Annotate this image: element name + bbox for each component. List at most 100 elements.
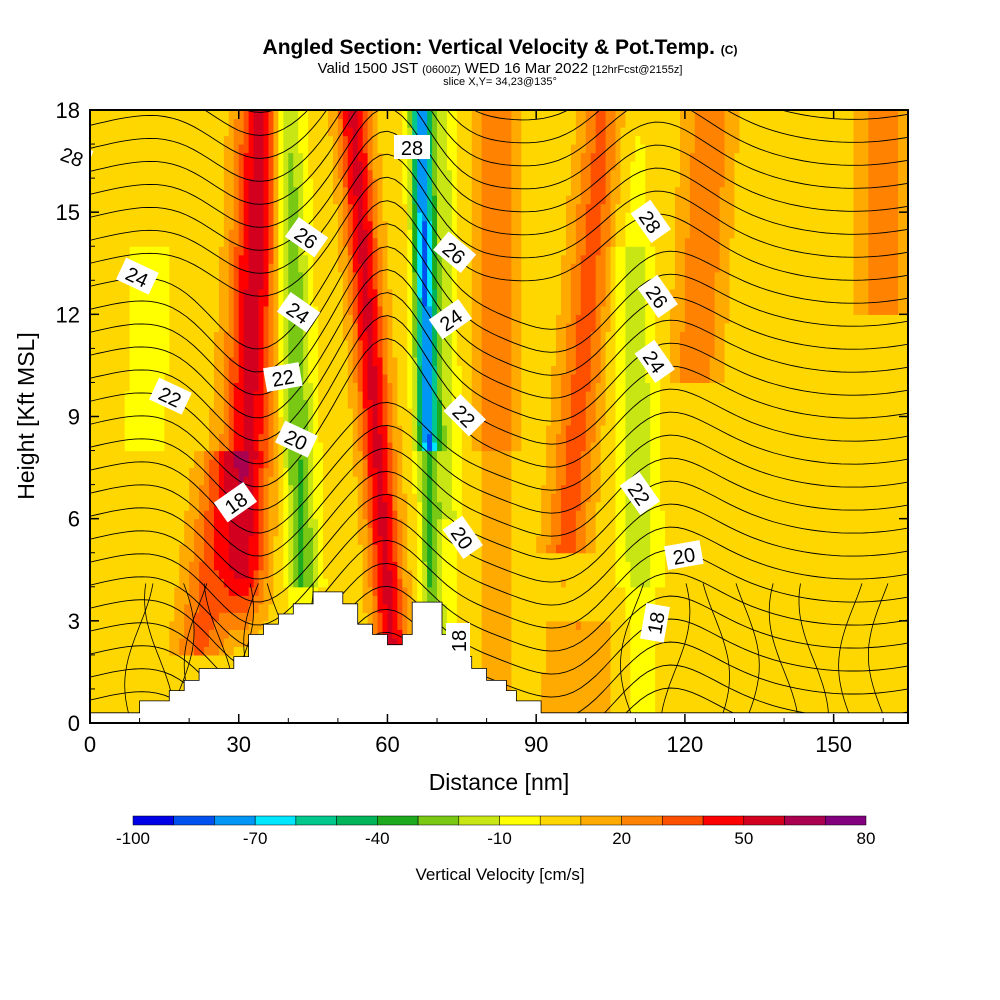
field-cell: [253, 373, 260, 384]
field-cell: [323, 476, 329, 486]
field-cell: [412, 407, 418, 418]
field-cell: [144, 544, 151, 554]
field-cell: [323, 510, 329, 520]
field-cell: [208, 356, 215, 367]
field-cell: [104, 237, 111, 247]
field-cell: [313, 127, 319, 137]
field-cell: [283, 246, 289, 256]
field-cell: [308, 569, 314, 579]
field-cell: [273, 544, 279, 554]
field-cell: [298, 118, 304, 128]
field-cell: [392, 416, 398, 426]
field-cell: [134, 450, 141, 460]
field-cell: [243, 186, 250, 196]
field-cell: [337, 535, 344, 545]
field-cell: [323, 220, 329, 230]
field-cell: [164, 535, 170, 545]
field-cell: [248, 603, 255, 613]
field-cell: [223, 416, 230, 426]
field-cell: [199, 637, 205, 647]
field-cell: [377, 484, 384, 494]
field-cell: [402, 322, 408, 332]
field-cell: [327, 527, 334, 537]
field-cell: [248, 144, 255, 154]
field-cell: [283, 212, 289, 222]
field-cell: [323, 212, 329, 222]
field-cell: [99, 314, 106, 324]
field-cell: [164, 518, 170, 528]
field-cell: [139, 544, 146, 554]
field-cell: [387, 561, 394, 571]
field-cell: [189, 356, 195, 367]
field-cell: [204, 425, 210, 435]
field-cell: [99, 680, 106, 690]
field-cell: [397, 518, 403, 528]
field-cell: [293, 127, 299, 137]
field-cell: [238, 271, 245, 281]
field-cell: [233, 110, 240, 120]
field-cell: [263, 518, 270, 528]
field-cell: [402, 399, 408, 409]
field-cell: [213, 569, 220, 579]
field-cell: [392, 288, 398, 298]
field-cell: [104, 654, 111, 664]
field-cell: [432, 561, 438, 571]
field-cell: [218, 654, 225, 664]
field-cell: [248, 305, 255, 315]
field-cell: [233, 467, 240, 477]
field-cell: [94, 161, 101, 171]
field-cell: [293, 527, 299, 537]
field-cell: [397, 459, 403, 469]
field-cell: [248, 544, 255, 554]
field-cell: [208, 305, 215, 315]
field-cell: [273, 416, 279, 426]
field-cell: [184, 595, 190, 605]
field-cell: [129, 169, 136, 179]
field-cell: [159, 314, 165, 324]
field-cell: [308, 544, 314, 554]
field-cell: [298, 467, 304, 477]
field-cell: [199, 203, 205, 213]
field-cell: [159, 169, 165, 179]
field-cell: [288, 127, 294, 137]
field-cell: [90, 552, 96, 562]
field-cell: [347, 186, 354, 196]
field-cell: [169, 220, 175, 230]
field-cell: [337, 407, 344, 418]
field-cell: [119, 510, 126, 520]
field-cell: [204, 637, 210, 647]
field-cell: [179, 612, 185, 622]
field-cell: [119, 348, 126, 358]
field-cell: [372, 425, 379, 435]
field-cell: [273, 152, 279, 162]
field-cell: [149, 382, 156, 392]
field-cell: [362, 152, 369, 162]
field-cell: [109, 373, 116, 384]
field-cell: [377, 195, 384, 205]
field-cell: [258, 229, 265, 239]
field-cell: [94, 399, 101, 409]
field-cell: [308, 561, 314, 571]
field-cell: [417, 390, 423, 401]
field-cell: [139, 212, 146, 222]
field-cell: [139, 467, 146, 477]
field-cell: [303, 459, 309, 469]
field-cell: [318, 127, 324, 137]
field-cell: [174, 442, 180, 452]
field-cell: [184, 407, 190, 418]
field-cell: [154, 407, 161, 418]
field-cell: [208, 135, 215, 145]
field-cell: [124, 399, 131, 409]
field-cell: [308, 416, 314, 426]
field-cell: [154, 425, 161, 435]
field-cell: [417, 254, 423, 264]
field-cell: [387, 620, 394, 630]
field-cell: [208, 144, 215, 154]
field-cell: [288, 501, 294, 511]
field-cell: [283, 220, 289, 230]
field-cell: [352, 442, 359, 452]
field-cell: [268, 263, 275, 273]
field-cell: [94, 493, 101, 503]
field-cell: [278, 331, 284, 341]
field-cell: [248, 595, 255, 605]
